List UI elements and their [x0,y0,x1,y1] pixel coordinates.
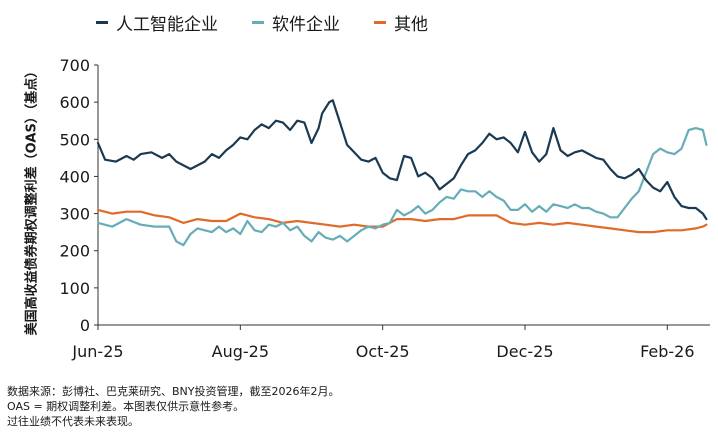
legend-item-ai: 人工智能企业 [96,10,218,35]
y-tick-label: 400 [59,167,90,186]
y-tick-label: 600 [59,93,90,112]
legend-label-ai: 人工智能企业 [116,15,218,35]
legend-item-software: 软件企业 [252,10,340,35]
x-tick-label: Aug-25 [212,342,269,361]
series-group [96,99,708,247]
y-tick-label: 100 [59,279,90,298]
legend-swatch-other [374,21,386,24]
footnote-oas: OAS = 期权调整利差。本图表仅供示意性参考。 [7,400,245,413]
y-tick-label: 0 [80,316,90,335]
footnote-disclaimer: 过往业绩不代表未来表现。 [7,415,139,428]
footnote-source: 数据来源：彭博社、巴克莱研究、BNY投资管理，截至2026年2月。 [7,385,340,398]
legend-item-other: 其他 [374,10,428,35]
axes: 0 100 200 300 400 500 600 700 Jun-25 Aug-25 Oct-25… [59,56,710,361]
y-tick-label: 200 [59,242,90,261]
y-tick-label: 500 [59,130,90,149]
footnotes: 数据来源：彭博社、巴克莱研究、BNY投资管理，截至2026年2月。 OAS = … [7,384,340,429]
y-axis-label: 美国高收益债券期权调整利差（OAS）（基点） [24,64,40,336]
legend-swatch-software [252,21,264,24]
legend-label-other: 其他 [394,15,428,35]
x-tick-label: Jun-25 [71,342,123,361]
y-tick-label: 300 [59,205,90,224]
chart-area: 0 100 200 300 400 500 600 700 Jun-25 Aug-25 Oct-25… [59,56,710,361]
x-tick-label: Dec-25 [496,342,553,361]
series-line-other [96,208,708,234]
x-tick-label: Feb-26 [640,342,694,361]
legend-swatch-ai [96,21,108,24]
series-line-ai [96,99,708,221]
y-tick-label: 700 [59,56,90,75]
legend-label-software: 软件企业 [272,15,340,35]
x-tick-label: Oct-25 [356,342,410,361]
legend: 人工智能企业 软件企业 其他 [96,10,428,35]
series-line-software [96,127,708,247]
